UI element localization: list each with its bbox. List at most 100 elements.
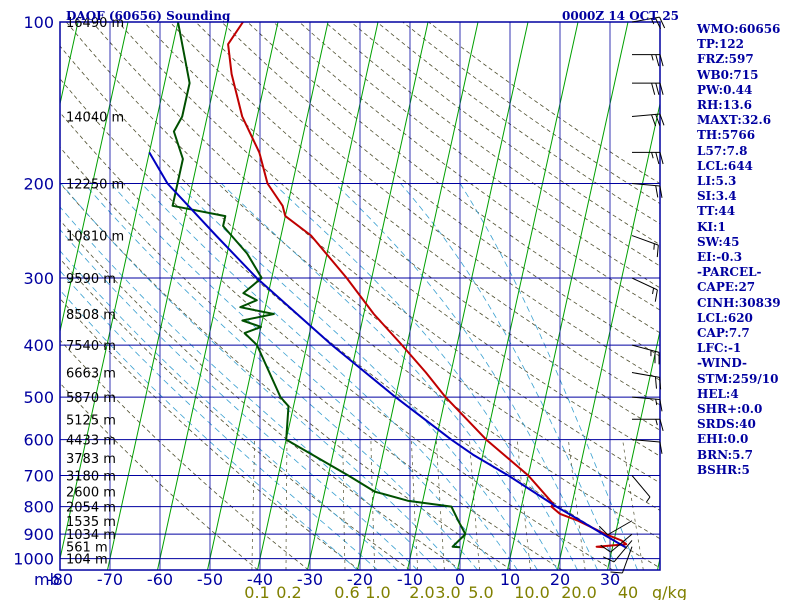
index-item: WMO:60656 xyxy=(697,22,781,36)
moist-adiabat xyxy=(221,183,558,570)
wind-barb xyxy=(632,54,664,67)
index-item: TH:5766 xyxy=(697,128,756,143)
height-label: 6663 m xyxy=(66,367,116,382)
height-label: 5125 m xyxy=(66,413,116,428)
moist-adiabat xyxy=(334,183,598,570)
temperature-profile xyxy=(227,22,628,549)
wind-barb-flag xyxy=(659,54,664,67)
observation-time: 0000Z 14 OCT 25 xyxy=(562,9,680,23)
dry-adiabat xyxy=(169,22,660,406)
mixing-ratio-unit: g/kg xyxy=(652,583,687,600)
moist-adiabat xyxy=(400,183,618,570)
isotherm xyxy=(507,22,629,570)
wind-barb-flag xyxy=(655,54,660,67)
dry-adiabat xyxy=(60,298,360,570)
mixing-ratio-label: 5.0 xyxy=(468,583,493,600)
wind-barb-flag xyxy=(598,525,609,536)
moist-adiabat xyxy=(60,250,398,570)
wind-barb-staff xyxy=(631,113,660,117)
moist-adiabat xyxy=(60,270,378,570)
pressure-unit-label: mb xyxy=(34,570,60,589)
index-item: LCL:644 xyxy=(697,158,753,173)
isotherm xyxy=(257,22,379,570)
wind-barb-flag xyxy=(659,152,664,165)
height-label: 9590 m xyxy=(66,272,116,287)
dry-adiabat xyxy=(143,22,660,431)
height-label: 561 m xyxy=(66,541,108,556)
wind-barb-flag xyxy=(650,18,655,25)
dry-adiabat xyxy=(117,22,660,457)
moist-adiabat xyxy=(273,183,578,570)
index-item: EI:-0.3 xyxy=(697,250,743,265)
height-label: 16490 m xyxy=(66,16,124,31)
temperature-tick-label: -30 xyxy=(297,570,323,589)
mixing-ratio-label: 3.0 xyxy=(435,583,460,600)
parcel-profile xyxy=(148,151,627,549)
index-item: SRDS:40 xyxy=(697,417,756,432)
index-item: -PARCEL- xyxy=(697,265,762,280)
moist-adiabat xyxy=(177,183,538,570)
wind-barb xyxy=(631,16,666,29)
wind-barb-flag xyxy=(659,16,666,29)
wind-barb-flag xyxy=(610,571,623,574)
wind-barb-staff xyxy=(631,16,660,23)
wind-barb-flag xyxy=(655,399,658,406)
wind-barb-staff xyxy=(631,183,660,187)
mixing-ratio-line xyxy=(285,439,288,570)
wind-barb-flag xyxy=(646,496,651,503)
height-label: 5870 m xyxy=(66,391,116,406)
mixing-ratio-label: 0.2 xyxy=(276,583,301,600)
index-item: WB0:715 xyxy=(697,67,759,82)
chart-title: DAOF (60656) Sounding xyxy=(66,9,231,23)
temperature-tick-label: 30 xyxy=(600,570,620,589)
index-item: BSHR:5 xyxy=(697,462,750,477)
mixing-ratio-label: 20.0 xyxy=(561,583,597,600)
mixing-ratio-line xyxy=(568,439,586,570)
pressure-tick-label: 100 xyxy=(23,13,54,32)
dry-adiabat xyxy=(91,22,660,484)
mixing-ratio-line xyxy=(342,439,346,570)
wind-barb-flag xyxy=(651,54,654,61)
index-item: HEL:4 xyxy=(697,386,739,401)
isotherm xyxy=(107,22,229,570)
isotherm xyxy=(60,22,179,561)
pressure-tick-label: 700 xyxy=(23,467,54,486)
temperature-tick-label: -60 xyxy=(147,570,173,589)
index-item: KI:1 xyxy=(697,219,726,234)
isotherm xyxy=(407,22,529,570)
pressure-tick-label: 400 xyxy=(23,336,54,355)
wind-barb xyxy=(610,546,633,574)
wind-barb-staff xyxy=(631,344,660,353)
dry-adiabat xyxy=(195,22,660,381)
height-label: 1535 m xyxy=(66,515,116,530)
index-item: FRZ:597 xyxy=(697,52,754,67)
moist-adiabat xyxy=(60,228,418,570)
wind-barb-staff xyxy=(621,546,633,574)
wind-barb-flag xyxy=(600,544,611,553)
wind-barb-flag xyxy=(654,376,657,389)
wind-barb-flag xyxy=(659,441,663,454)
index-item: -WIND- xyxy=(697,356,747,371)
wind-barb-staff xyxy=(631,439,660,443)
index-item: CAP:7.7 xyxy=(697,326,750,341)
dry-adiabat xyxy=(60,219,461,570)
index-item: RH:13.6 xyxy=(697,98,752,113)
wind-barb-staff xyxy=(631,372,660,378)
temperature-tick-label: -10 xyxy=(397,570,423,589)
isotherm xyxy=(60,22,129,334)
wind-barb-flag xyxy=(653,243,655,250)
wind-barb-staff xyxy=(610,533,633,553)
pressure-tick-label: 200 xyxy=(23,175,54,194)
index-item: SW:45 xyxy=(697,234,740,249)
pressure-tick-label: 1000 xyxy=(13,550,54,569)
wind-barb-flag xyxy=(654,17,661,29)
mixing-ratio-label: 40 xyxy=(618,583,638,600)
temperature-tick-label: -20 xyxy=(347,570,373,589)
index-item: LI:5.3 xyxy=(697,174,737,189)
wind-barb-flag xyxy=(655,185,659,198)
isotherm xyxy=(357,22,479,570)
temperature-tick-label: 10 xyxy=(500,570,520,589)
wind-barb xyxy=(632,82,664,95)
index-item: L57:7.8 xyxy=(697,143,748,158)
dry-adiabat xyxy=(221,22,660,357)
